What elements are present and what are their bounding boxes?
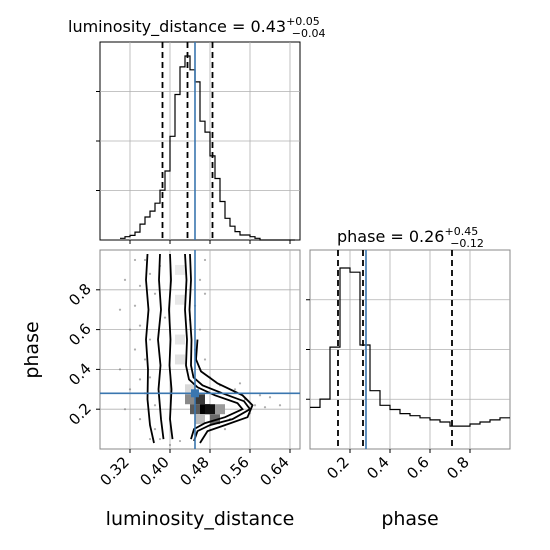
scatter-point xyxy=(148,376,152,379)
hist2d-cell xyxy=(175,264,185,275)
hist-distance xyxy=(120,55,295,241)
scatter-point xyxy=(118,308,122,311)
hist2d-cell xyxy=(175,334,185,345)
contour-line xyxy=(168,253,174,440)
xlabel-distance: luminosity_distance xyxy=(106,508,295,530)
scatter-point xyxy=(138,324,142,327)
scatter-point xyxy=(148,272,152,275)
bottom-left-panel xyxy=(99,249,301,450)
y-tick-label: 0.4 xyxy=(65,360,95,390)
contour-line xyxy=(195,339,254,444)
scatter-point xyxy=(148,437,152,441)
scatter-point xyxy=(128,328,132,331)
title-phase-main: phase = 0.26 xyxy=(337,227,444,246)
scatter-point xyxy=(153,292,157,295)
truth-marker xyxy=(191,389,199,398)
contour-line xyxy=(157,253,165,440)
x-tick-label: 0.2 xyxy=(323,453,353,483)
scatter-point xyxy=(118,368,122,371)
scatter-point xyxy=(238,382,242,385)
y-tick-label: 0.2 xyxy=(65,399,95,429)
scatter-point xyxy=(198,328,202,331)
scatter-point xyxy=(233,388,237,391)
hist-phase xyxy=(310,267,510,427)
scatter-point xyxy=(203,258,207,262)
scatter-point xyxy=(203,292,207,295)
scatter-point xyxy=(263,406,267,409)
xlabel-phase: phase xyxy=(381,508,438,530)
truth-markers xyxy=(100,42,367,449)
x-tick-label: 0.4 xyxy=(363,453,393,483)
scatter-point xyxy=(148,338,152,341)
y-tick-label: 0.6 xyxy=(65,320,95,350)
title-phase-upper: +0.45 xyxy=(444,225,478,238)
title-distance: luminosity_distance = 0.43+0.05 −0.04 xyxy=(68,15,326,40)
ylabel-phase: phase xyxy=(21,321,43,378)
x-tick-label: 0.8 xyxy=(443,453,473,483)
x-tick-label: 0.32 xyxy=(96,453,132,489)
scatter-point xyxy=(203,358,207,361)
scatter-point xyxy=(278,404,282,407)
x-tick-label: 0.6 xyxy=(403,453,433,483)
contour-line xyxy=(145,253,155,444)
hist2d-cell xyxy=(185,384,195,395)
hist2d-cell xyxy=(175,354,185,365)
scatter-point xyxy=(143,358,147,361)
scatter-point xyxy=(223,428,227,431)
title-phase: phase = 0.26+0.45 −0.12 xyxy=(337,225,484,250)
hist2d-cell xyxy=(195,414,205,425)
scatter-point xyxy=(198,278,202,281)
x-tick-label: 0.64 xyxy=(256,453,292,489)
contour-lines xyxy=(145,253,254,444)
hist2d-cell xyxy=(195,394,205,405)
x-tick-label: 0.48 xyxy=(176,453,212,489)
scatter-point xyxy=(153,404,157,407)
scatter-point xyxy=(268,396,272,399)
hist2d-cells xyxy=(175,264,225,425)
x-tick-label: 0.40 xyxy=(136,453,172,489)
histograms xyxy=(120,55,510,427)
scatter-point xyxy=(133,304,137,307)
scatter-point xyxy=(163,316,167,319)
title-phase-lower: −0.12 xyxy=(450,237,484,250)
scatter-point xyxy=(158,437,162,441)
contour-line xyxy=(188,253,252,442)
scatter-point xyxy=(153,428,157,431)
title-distance-lower: −0.04 xyxy=(292,27,326,40)
contour-line xyxy=(184,253,244,440)
scatter-point xyxy=(143,258,147,262)
scatter-point xyxy=(138,284,142,287)
scatter-point xyxy=(253,404,257,407)
hist2d-cell xyxy=(175,294,185,305)
scatter-point xyxy=(133,258,137,262)
scatter-point xyxy=(133,348,137,351)
scatter-point xyxy=(258,394,262,397)
grid-lines xyxy=(100,42,510,449)
quantile-lines xyxy=(161,42,453,449)
y-tick-label: 0.8 xyxy=(65,280,95,310)
scatter-point xyxy=(138,378,142,381)
title-distance-upper: +0.05 xyxy=(286,15,320,28)
ticks: 0.32 0.40 0.48 0.56 0.64 0.2 0.2 0.4 0.4 0.6 0.6 0.… xyxy=(65,91,473,489)
scatter-point xyxy=(128,388,132,391)
scatter-point xyxy=(138,418,142,421)
hist2d-cell xyxy=(210,414,220,425)
hist2d-cell xyxy=(185,394,195,405)
scatter-point xyxy=(123,278,127,281)
scatter-point xyxy=(123,408,127,411)
hist2d-cell xyxy=(215,404,225,415)
scatter-point xyxy=(168,443,172,447)
x-tick-label: 0.56 xyxy=(216,453,252,489)
hist2d-cell xyxy=(205,404,215,415)
title-distance-main: luminosity_distance = 0.43 xyxy=(68,17,286,37)
scatter-point xyxy=(178,439,182,443)
